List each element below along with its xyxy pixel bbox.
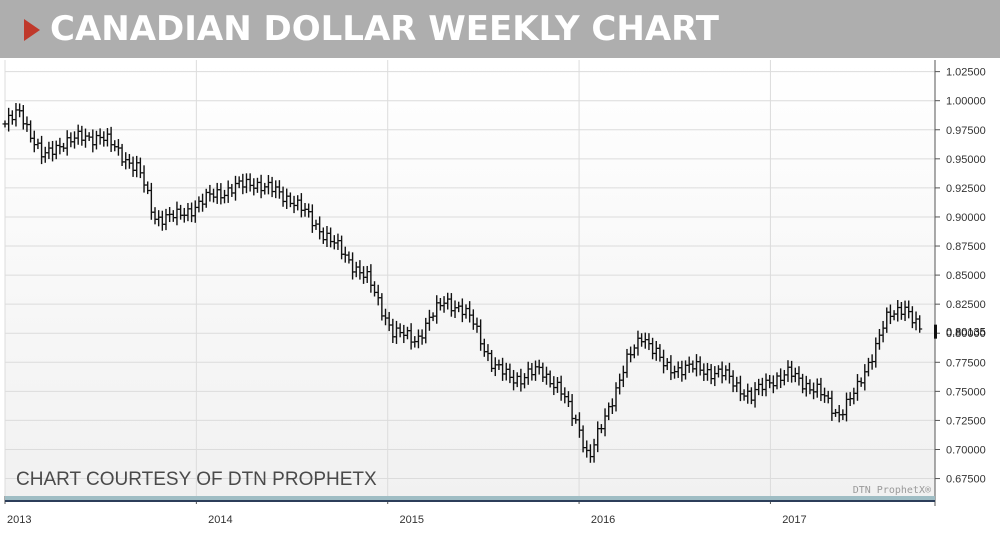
x-tick-label: 2015 bbox=[399, 514, 423, 526]
y-tick-label: 0.87500 bbox=[946, 241, 986, 253]
x-tick-label: 2014 bbox=[208, 514, 232, 526]
chart-credit: CHART COURTESY OF DTN PROPHETX bbox=[16, 469, 377, 490]
x-tick-label: 2013 bbox=[7, 514, 31, 526]
y-tick-label: 0.80000 bbox=[946, 328, 986, 340]
y-tick-label: 1.00000 bbox=[946, 96, 986, 108]
y-tick-label: 1.02500 bbox=[946, 67, 986, 79]
last-price-label: 0.80135 bbox=[946, 327, 986, 339]
last-price-marker bbox=[934, 324, 937, 339]
time-scroll-strip bbox=[5, 496, 935, 500]
price-bar bbox=[917, 315, 923, 333]
title-bar: CANADIAN DOLLAR WEEKLY CHART bbox=[0, 0, 1000, 58]
plot-background bbox=[5, 60, 935, 496]
y-tick-label: 0.70000 bbox=[946, 444, 986, 456]
y-tick-label: 0.67500 bbox=[946, 474, 986, 486]
y-tick-label: 0.75000 bbox=[946, 386, 986, 398]
y-tick-label: 0.92500 bbox=[946, 183, 986, 195]
y-tick-label: 0.85000 bbox=[946, 270, 986, 282]
x-tick-label: 2017 bbox=[782, 514, 806, 526]
play-arrow-icon bbox=[24, 19, 40, 41]
y-tick-label: 0.95000 bbox=[946, 154, 986, 166]
y-tick-label: 0.90000 bbox=[946, 212, 986, 224]
y-tick-label: 0.97500 bbox=[946, 125, 986, 137]
chart-title: CANADIAN DOLLAR WEEKLY CHART bbox=[50, 9, 719, 49]
time-axis-band bbox=[5, 500, 935, 502]
y-tick-label: 0.77500 bbox=[946, 357, 986, 369]
watermark: DTN ProphetX® bbox=[853, 485, 932, 496]
y-tick-label: 0.72500 bbox=[946, 415, 986, 427]
x-tick-label: 2016 bbox=[591, 514, 615, 526]
y-tick-label: 0.82500 bbox=[946, 299, 986, 311]
